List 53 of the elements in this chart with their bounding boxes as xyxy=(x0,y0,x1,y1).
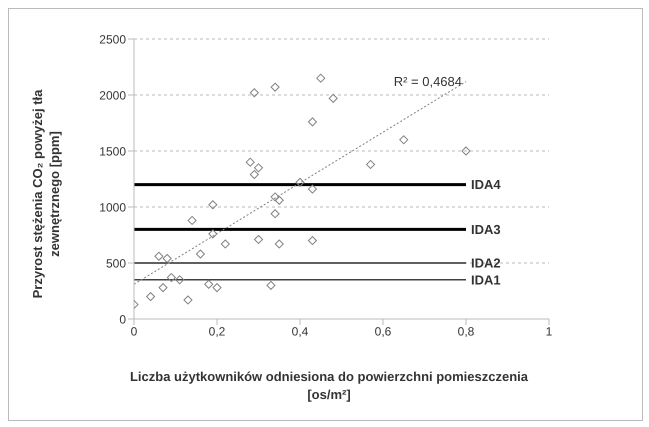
point xyxy=(270,209,280,218)
ref-line-label: IDA3 xyxy=(471,222,501,238)
x-tick-label: 1 xyxy=(546,324,553,339)
x-tick-label: 0,2 xyxy=(208,324,226,339)
y-axis-title: Przyrost stężenia CO₂ powyżej tła zewnętrznego [ppm] xyxy=(29,88,63,300)
point xyxy=(220,239,230,248)
point xyxy=(208,229,218,238)
x-tick-label: 0,6 xyxy=(374,324,392,339)
point xyxy=(462,146,470,156)
x-tick-label: 0 xyxy=(130,324,138,339)
point xyxy=(399,135,408,144)
point xyxy=(175,275,184,284)
y-tick-label: 0 xyxy=(119,312,126,326)
point xyxy=(250,170,259,180)
point xyxy=(254,163,263,172)
point xyxy=(250,88,259,98)
y-tick-label: 500 xyxy=(106,256,126,270)
point xyxy=(246,158,255,167)
point xyxy=(296,178,304,187)
point xyxy=(270,192,280,202)
point xyxy=(274,239,284,248)
y-tick-label: 1000 xyxy=(99,200,126,214)
point xyxy=(328,94,338,103)
point xyxy=(154,252,164,261)
point xyxy=(212,283,222,292)
point xyxy=(366,160,376,169)
y-tick-label: 1500 xyxy=(99,144,126,158)
point xyxy=(254,234,263,244)
ref-line-label: IDA2 xyxy=(471,256,501,271)
point xyxy=(183,295,192,304)
point xyxy=(208,200,218,210)
point xyxy=(196,250,205,259)
y-tick-label: 2500 xyxy=(99,32,126,46)
point xyxy=(162,254,172,264)
point xyxy=(316,74,326,83)
annotation: R² = 0,4684 xyxy=(394,74,462,90)
point xyxy=(158,283,168,292)
point xyxy=(308,184,317,194)
point xyxy=(274,196,284,205)
ref-line-label: IDA1 xyxy=(471,272,501,288)
point xyxy=(146,292,156,302)
ref-line-label: IDA4 xyxy=(471,177,502,192)
point xyxy=(166,273,176,282)
y-tick-label: 2000 xyxy=(99,88,126,102)
point xyxy=(204,280,214,289)
x-tick-label: 0,8 xyxy=(458,324,475,339)
point xyxy=(308,117,317,126)
x-axis-title: Liczba użytkowników odniesiona do powierzchni pomieszczenia [os/m²] xyxy=(128,368,529,404)
point xyxy=(270,82,280,92)
x-tick-label: 0,4 xyxy=(292,324,309,339)
point xyxy=(308,236,317,246)
point xyxy=(188,216,197,225)
point xyxy=(266,280,276,290)
